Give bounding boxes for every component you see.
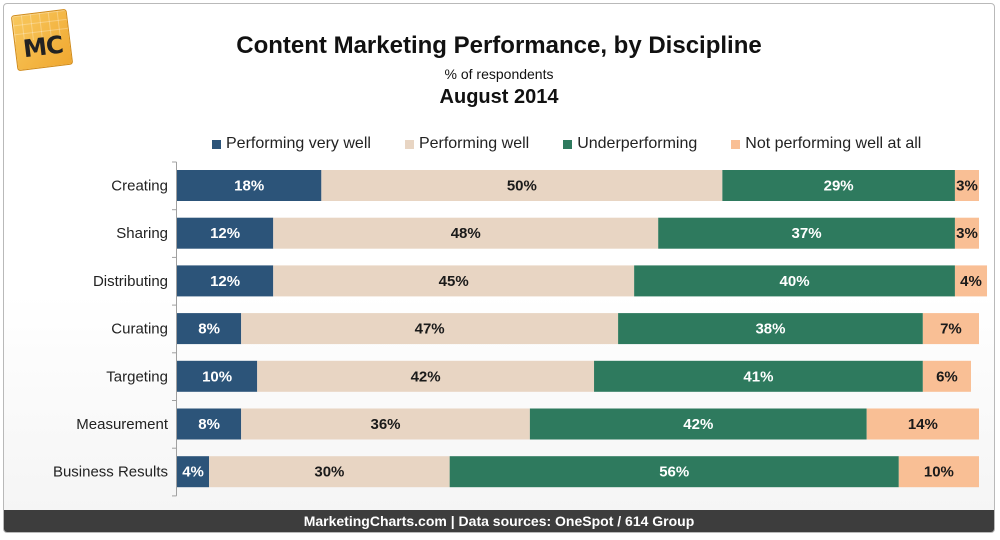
bar-segment xyxy=(321,170,723,201)
bar-segment xyxy=(866,408,979,440)
bar-segment xyxy=(658,217,955,249)
bar-segment xyxy=(449,456,899,488)
legend-item-performing-very-well: Performing very well xyxy=(212,135,371,153)
data-label: 12% xyxy=(210,225,240,242)
legend-item-underperforming: Underperforming xyxy=(563,135,697,153)
category-label: Distributing xyxy=(93,273,168,290)
bar-segment xyxy=(898,456,979,488)
legend-label: Underperforming xyxy=(577,135,698,152)
legend-item-performing-well: Performing well xyxy=(404,135,530,153)
data-label: 41% xyxy=(743,368,773,385)
data-label: 3% xyxy=(956,178,978,195)
data-label: 40% xyxy=(780,273,810,290)
data-label: 29% xyxy=(824,178,854,195)
bar-segment xyxy=(177,313,242,345)
bar-segment xyxy=(954,170,979,201)
data-label: 36% xyxy=(371,416,401,433)
data-label: 8% xyxy=(198,321,220,338)
source-footer: MarketingCharts.com | Data sources: OneS… xyxy=(4,510,994,532)
bar-segment xyxy=(177,170,322,201)
bar-segment xyxy=(954,265,988,297)
data-label: 50% xyxy=(507,178,537,195)
legend-label: Performing well xyxy=(418,135,530,152)
chart-title: Content Marketing Performance, by Discip… xyxy=(236,32,762,59)
data-label: 4% xyxy=(960,273,982,290)
stacked-bar-chart: Creating 18% 50% 29% 3% Sharing 12% 48% 37% 3% Dis… xyxy=(53,161,988,497)
data-label: 47% xyxy=(415,321,445,338)
data-label: 8% xyxy=(198,416,220,433)
category-label: Curating xyxy=(111,321,168,338)
data-label: 56% xyxy=(659,464,689,481)
category-label: Sharing xyxy=(116,225,168,242)
category-label: Targeting xyxy=(106,368,168,385)
bar-segment xyxy=(209,456,450,488)
bar-segment xyxy=(594,360,923,392)
bar-segment xyxy=(529,408,867,440)
bar-segment xyxy=(273,217,659,249)
data-label: 42% xyxy=(683,416,713,433)
legend-swatch xyxy=(563,139,573,149)
data-label: 18% xyxy=(234,178,264,195)
bar-segment xyxy=(954,217,979,249)
data-label: 10% xyxy=(202,368,232,385)
data-label: 4% xyxy=(182,464,204,481)
bar-segment xyxy=(241,408,530,440)
bar-segment xyxy=(722,170,955,201)
bar-segment xyxy=(241,313,619,345)
data-label: 3% xyxy=(956,225,978,242)
category-label: Measurement xyxy=(76,416,169,433)
bar-segment xyxy=(922,360,971,392)
bar-segment xyxy=(634,265,955,297)
legend-swatch xyxy=(731,139,741,149)
chart-frame: MC Content Marketing Performance, by Dis… xyxy=(3,3,995,533)
data-label: 6% xyxy=(936,368,958,385)
legend-label: Performing very well xyxy=(226,135,371,152)
chart-legend: Performing very well Performing well Und… xyxy=(212,134,921,154)
chart-subtitle: % of respondents xyxy=(444,66,554,82)
legend-label: Not performing well at all xyxy=(745,135,922,152)
data-label: 10% xyxy=(924,464,954,481)
data-label: 37% xyxy=(792,225,822,242)
bar-segment xyxy=(618,313,923,345)
data-label: 38% xyxy=(755,321,785,338)
data-label: 48% xyxy=(451,225,481,242)
legend-item-not-performing-well: Not performing well at all xyxy=(731,135,921,153)
chart-date: August 2014 xyxy=(439,86,559,108)
bar-segment xyxy=(257,360,595,392)
bar-segment xyxy=(177,456,210,488)
data-label: 7% xyxy=(940,321,962,338)
legend-swatch xyxy=(212,139,221,149)
category-label: Creating xyxy=(111,178,168,195)
bar-segment xyxy=(922,313,979,345)
bar-segment xyxy=(177,360,258,392)
bar-segment xyxy=(177,408,242,440)
data-label: 14% xyxy=(908,416,938,433)
legend-swatch xyxy=(404,139,414,149)
data-label: 30% xyxy=(314,464,344,481)
category-label: Business Results xyxy=(53,464,168,481)
bar-segment xyxy=(177,217,274,249)
bar-segment xyxy=(177,265,274,297)
data-label: 45% xyxy=(439,273,469,290)
bar-segment xyxy=(273,265,635,297)
data-label: 12% xyxy=(210,273,240,290)
data-label: 42% xyxy=(411,368,441,385)
